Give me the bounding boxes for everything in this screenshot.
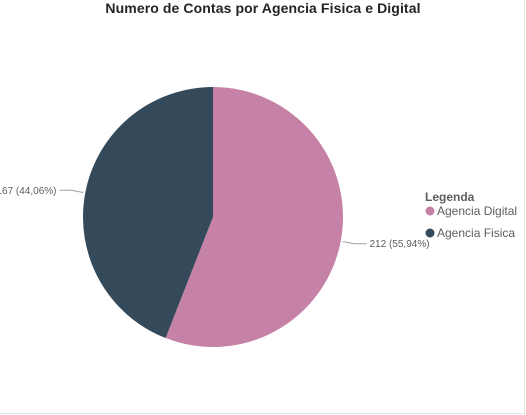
chart-title: Numero de Contas por Agencia Fisica e Di… — [105, 0, 421, 16]
data-label-agencia-digital: 212 (55,94%) — [370, 239, 430, 250]
pie-slices — [82, 87, 343, 348]
leader-line-agencia-fisica — [59, 189, 84, 194]
legend-marker-agencia-fisica — [425, 228, 435, 238]
legend-title: Legenda — [425, 190, 475, 204]
legend-item-agencia-digital[interactable]: Agencia Digital — [437, 204, 517, 218]
pie-slice-agencia-fisica[interactable] — [82, 87, 213, 339]
data-labels: 212 (55,94%) 167 (44,06%) — [0, 186, 430, 250]
pie-slice-agencia-digital[interactable] — [165, 87, 343, 348]
data-label-leaders — [59, 189, 367, 245]
legend: Legenda Agencia Digital Agencia Fisica — [425, 190, 517, 240]
legend-item-agencia-fisica[interactable]: Agencia Fisica — [437, 226, 515, 240]
legend-items: Agencia Digital Agencia Fisica — [425, 204, 517, 240]
legend-marker-agencia-digital — [425, 206, 435, 216]
data-label-agencia-fisica: 167 (44,06%) — [0, 186, 56, 197]
leader-line-agencia-digital — [342, 240, 367, 245]
